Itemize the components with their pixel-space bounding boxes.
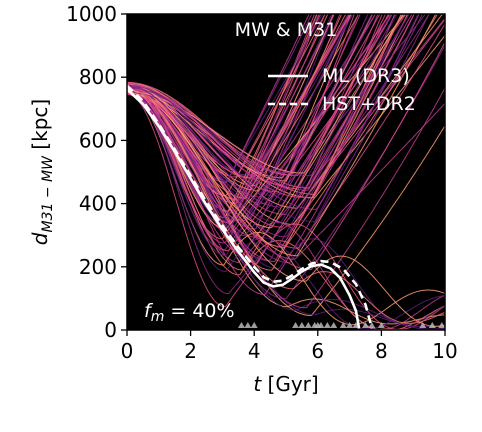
orbit-ensemble (127, 14, 445, 330)
annotation-sub: m (151, 309, 165, 325)
orbit-trajectory (127, 14, 355, 176)
y-axis-label: dM31 − MW [kpc] (28, 99, 56, 245)
x-tick-label: 2 (184, 339, 197, 363)
turnaround-marker (304, 322, 312, 328)
orbit-trajectory (127, 14, 389, 271)
x-axis-ticks: 0 2 4 6 8 10 (121, 330, 458, 363)
y-tick-label: 800 (79, 65, 117, 89)
orbit-trajectory (127, 14, 326, 197)
orbit-trajectory (127, 14, 381, 193)
y-axis-var: d (28, 232, 52, 245)
y-axis-sub: M31 − MW (40, 155, 56, 233)
y-tick-label: 600 (79, 128, 117, 152)
x-axis-label: t [Gyr] (253, 372, 318, 396)
x-tick-label: 8 (375, 339, 388, 363)
turnaround-marker (330, 322, 338, 328)
turnaround-marker (428, 322, 436, 328)
orbit-trajectory (127, 14, 410, 188)
legend-label-hst-dr2: HST+DR2 (322, 93, 416, 115)
x-axis-unit: [Gyr] (261, 372, 319, 396)
orbit-trajectory (127, 14, 350, 214)
x-axis-var: t (253, 372, 262, 396)
turnaround-marker (317, 322, 325, 328)
orbit-trajectory (127, 14, 352, 198)
legend: ML (DR3) HST+DR2 (268, 65, 416, 115)
turnaround-marker (368, 322, 376, 328)
turnaround-marker (323, 322, 331, 328)
turnaround-marker (377, 322, 385, 328)
legend-label-ml-dr3: ML (DR3) (322, 65, 410, 87)
series-layer (127, 84, 374, 329)
annotation-var: f (144, 300, 154, 322)
orbit-trajectory (127, 92, 445, 330)
y-axis-ticks: 0 200 400 600 800 1000 (66, 2, 127, 342)
orbit-trajectory (127, 14, 391, 222)
y-tick-label: 0 (104, 318, 117, 342)
turnaround-marker (298, 322, 306, 328)
orbit-trajectory (127, 14, 310, 184)
chart-title: MW & M31 (235, 19, 338, 41)
turnaround-marker (419, 322, 427, 328)
orbit-trajectory (127, 90, 445, 325)
y-tick-label: 200 (79, 255, 117, 279)
axes-frame (126, 13, 446, 331)
y-axis-unit: [kpc] (28, 99, 52, 156)
orbit-trajectory (127, 14, 324, 182)
turnaround-marker (438, 322, 445, 328)
orbit-trajectory (127, 14, 373, 174)
orbit-trajectory (127, 14, 383, 198)
turnaround-marker (339, 322, 347, 328)
orbit-trajectory (127, 14, 360, 240)
turnaround-markers (237, 322, 445, 328)
x-tick-label: 10 (432, 339, 457, 363)
turnaround-marker (362, 322, 369, 328)
fraction-annotation: fm = 40% (144, 300, 235, 325)
turnaround-marker (237, 322, 245, 328)
orbit-trajectory (127, 14, 374, 197)
turnaround-marker (346, 322, 354, 328)
orbit-trajectory (127, 35, 445, 225)
orbit-trajectory (127, 14, 398, 224)
x-tick-label: 4 (248, 339, 261, 363)
turnaround-marker (244, 322, 252, 328)
series-line-hst-dr2 (127, 84, 374, 329)
y-tick-label: 1000 (66, 2, 117, 26)
orbit-trajectory (127, 14, 402, 271)
orbit-trajectory (127, 14, 427, 237)
orbit-trajectory (127, 14, 406, 230)
x-tick-label: 0 (121, 339, 134, 363)
orbit-trajectory (127, 14, 391, 244)
orbit-trajectory (127, 89, 445, 260)
orbit-trajectory (127, 14, 320, 178)
turnaround-marker (250, 322, 258, 328)
x-tick-label: 6 (311, 339, 324, 363)
annotation-rest: = 40% (164, 300, 234, 322)
orbit-trajectory (127, 14, 329, 212)
orbit-trajectory (127, 91, 445, 330)
orbit-trajectory (127, 14, 430, 295)
orbit-trajectory (127, 92, 445, 327)
turnaround-marker (292, 322, 300, 328)
orbit-trajectory (127, 87, 445, 309)
orbit-trajectory (127, 14, 397, 208)
y-tick-label: 400 (79, 192, 117, 216)
orbit-trajectory (127, 14, 353, 257)
